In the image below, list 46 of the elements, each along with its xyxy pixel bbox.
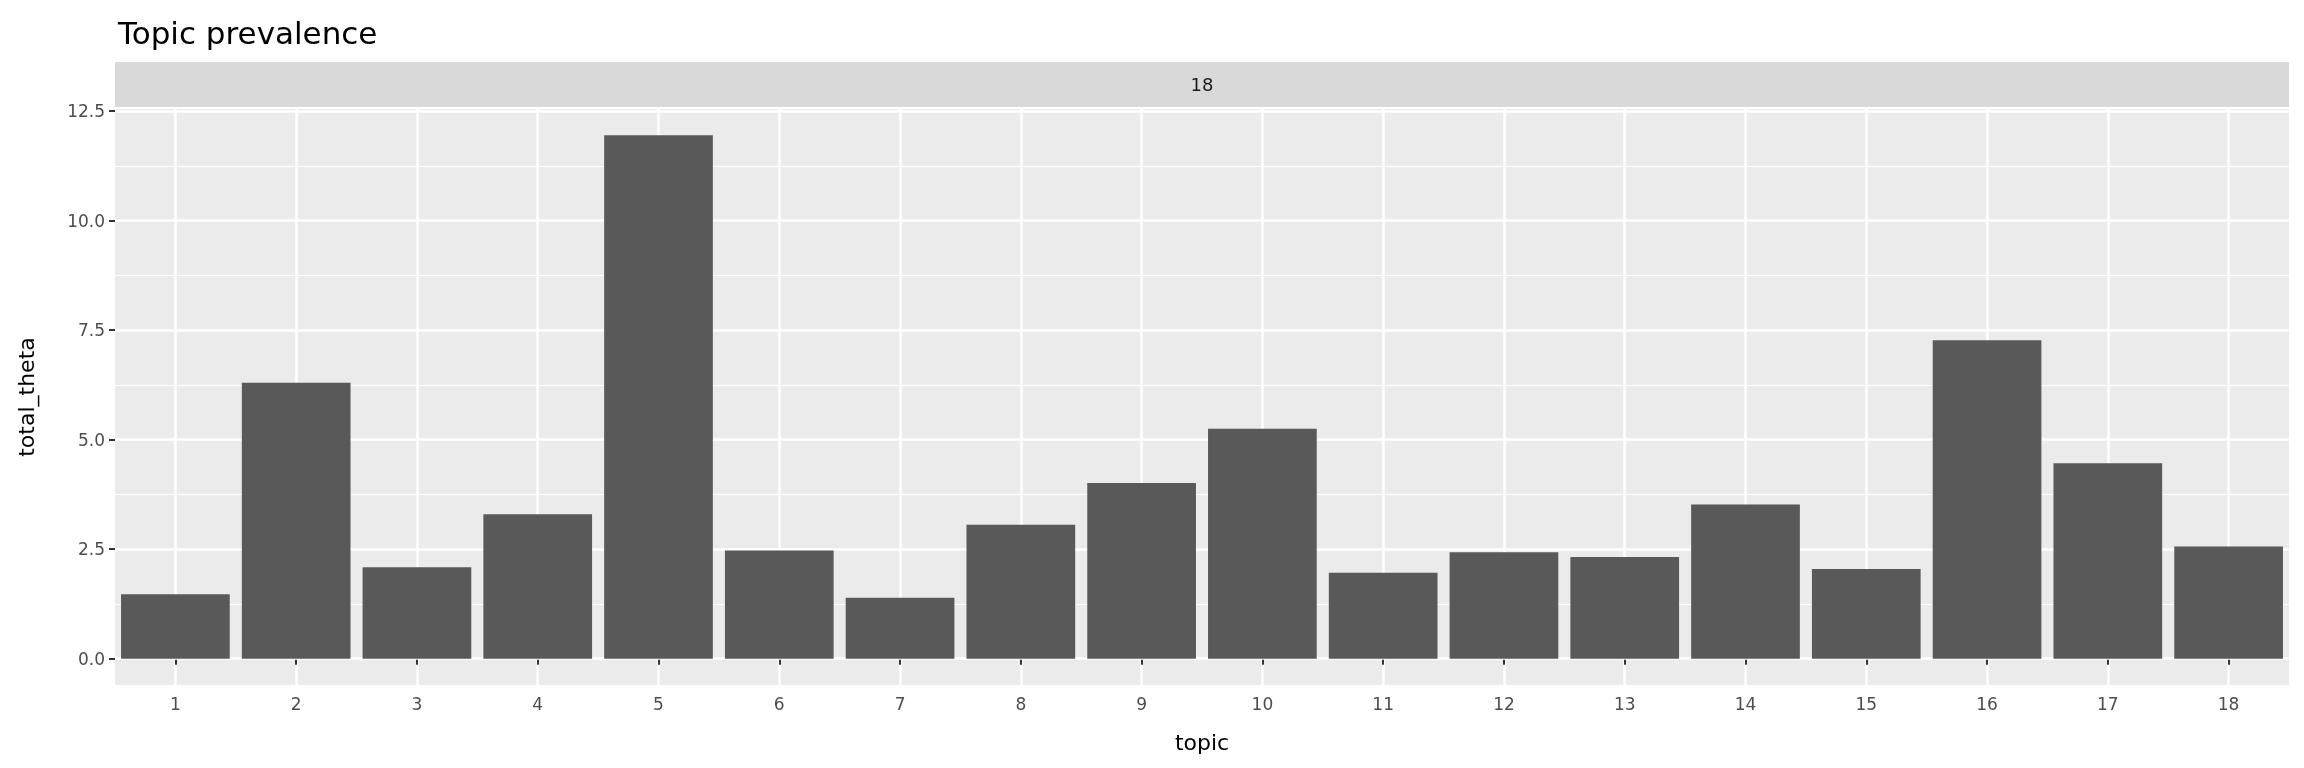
chart-title: Topic prevalence	[117, 14, 378, 51]
bar	[1208, 428, 1317, 659]
x-tick-label: 10	[1251, 693, 1274, 714]
facet-strip: 18	[115, 62, 2289, 107]
x-tick-label: 15	[1855, 693, 1878, 714]
y-tick-label: 7.5	[77, 320, 105, 341]
x-tick-label: 6	[773, 693, 785, 714]
x-tick-label: 16	[1976, 693, 1998, 714]
x-tick-label: 17	[2097, 693, 2119, 714]
x-tick-label: 7	[894, 693, 906, 714]
bar	[966, 524, 1076, 659]
y-tick-label: 5.0	[77, 429, 105, 450]
bar	[483, 514, 593, 659]
bar	[2174, 546, 2283, 659]
x-tick-label: 18	[2217, 693, 2240, 714]
bar	[1932, 340, 2042, 659]
x-tick-label: 3	[411, 693, 423, 714]
x-tick-label: 5	[653, 693, 664, 714]
bar	[121, 594, 230, 659]
bar	[604, 135, 713, 659]
bar	[1087, 483, 1196, 659]
bar	[241, 382, 351, 659]
x-tick-label: 4	[532, 693, 544, 714]
bar	[2053, 463, 2163, 659]
y-tick-label: 0.0	[77, 648, 105, 669]
y-tick-label: 12.5	[67, 101, 105, 122]
bar	[1691, 504, 1800, 659]
bar	[362, 567, 472, 659]
bar	[845, 597, 955, 659]
x-tick-label: 1	[169, 693, 181, 714]
y-axis-title: total_theta	[13, 337, 40, 457]
x-tick-label: 11	[1372, 693, 1394, 714]
y-tick-label: 2.5	[77, 539, 105, 560]
x-tick-label: 9	[1136, 693, 1148, 714]
bar	[1449, 552, 1559, 659]
x-tick-label: 8	[1015, 693, 1027, 714]
bar	[724, 550, 834, 659]
x-axis-title: topic	[1174, 729, 1230, 755]
x-tick-label: 14	[1734, 693, 1757, 714]
x-tick-label: 12	[1493, 693, 1515, 714]
bar	[1570, 557, 1680, 659]
bar	[1328, 572, 1438, 659]
bar	[1811, 568, 1921, 659]
y-tick-label: 10.0	[67, 210, 105, 231]
x-tick-label: 13	[1613, 693, 1636, 714]
x-tick-label: 2	[290, 693, 302, 714]
